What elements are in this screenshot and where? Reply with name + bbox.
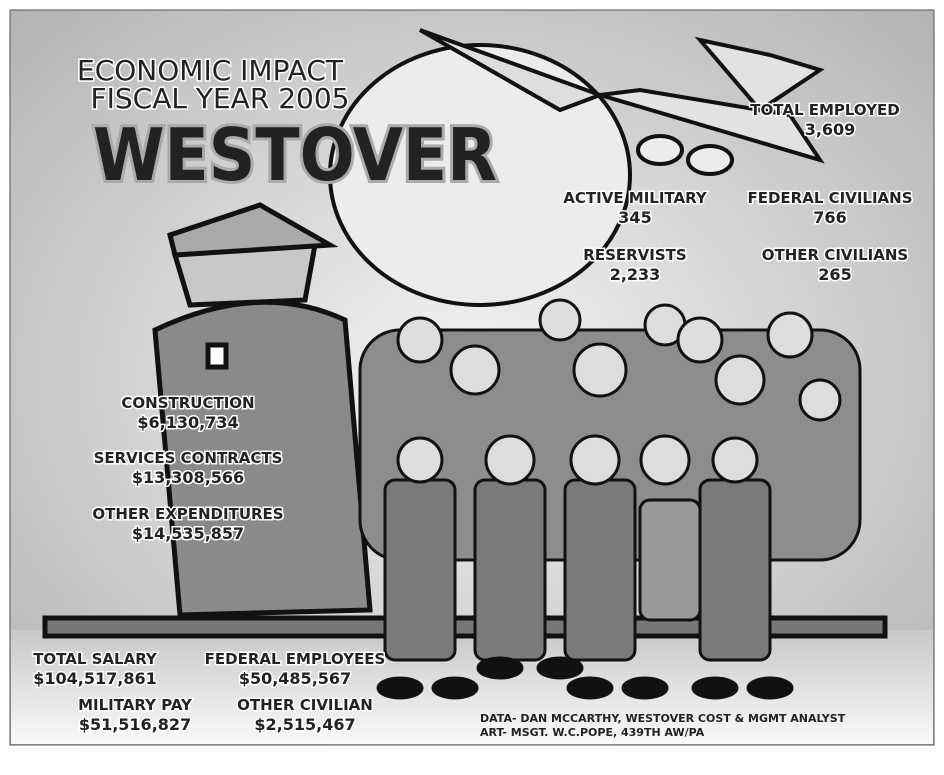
stat-value: $104,517,861 [33, 669, 156, 688]
stat-value: $14,535,857 [132, 524, 244, 543]
stat-value: 265 [818, 265, 851, 284]
stat-value: 766 [813, 208, 846, 227]
stat-value: $2,515,467 [254, 715, 355, 734]
stat-label: CONSTRUCTION [121, 394, 254, 412]
stat-label: TOTAL SALARY [33, 650, 158, 668]
credit: DATA- DAN MCCARTHY, WESTOVER COST & MGMT… [480, 712, 846, 725]
stat-value: $13,308,566 [132, 468, 244, 487]
stat-label: TOTAL EMPLOYED [750, 101, 899, 119]
stat-label: FEDERAL CIVILIANS [747, 189, 912, 207]
stat-value: $50,485,567 [239, 669, 351, 688]
stat-label: OTHER EXPENDITURES [92, 505, 283, 523]
stat-label: OTHER CIVILIANS [762, 246, 908, 264]
stat-value: $6,130,734 [137, 413, 238, 432]
stat-value: 2,233 [610, 265, 661, 284]
header-line: FISCAL YEAR 2005 [91, 82, 350, 115]
credit: ART- MSGT. W.C.POPE, 439TH AW/PA [480, 726, 705, 739]
stat-label: MILITARY PAY [78, 696, 193, 714]
stat-label: SERVICES CONTRACTS [94, 449, 283, 467]
stat-value: $51,516,827 [79, 715, 191, 734]
stat-value: 345 [618, 208, 651, 227]
stat-label: ACTIVE MILITARY [563, 189, 708, 207]
stat-label: FEDERAL EMPLOYEES [205, 650, 386, 668]
stat-label: RESERVISTS [583, 246, 686, 264]
infographic: ECONOMIC IMPACT FISCAL YEAR 2005 WESTOVE… [0, 0, 944, 775]
stat-value: 3,609 [805, 120, 856, 139]
stat-label: OTHER CIVILIAN [237, 696, 373, 714]
title: WESTOVER [93, 113, 497, 197]
